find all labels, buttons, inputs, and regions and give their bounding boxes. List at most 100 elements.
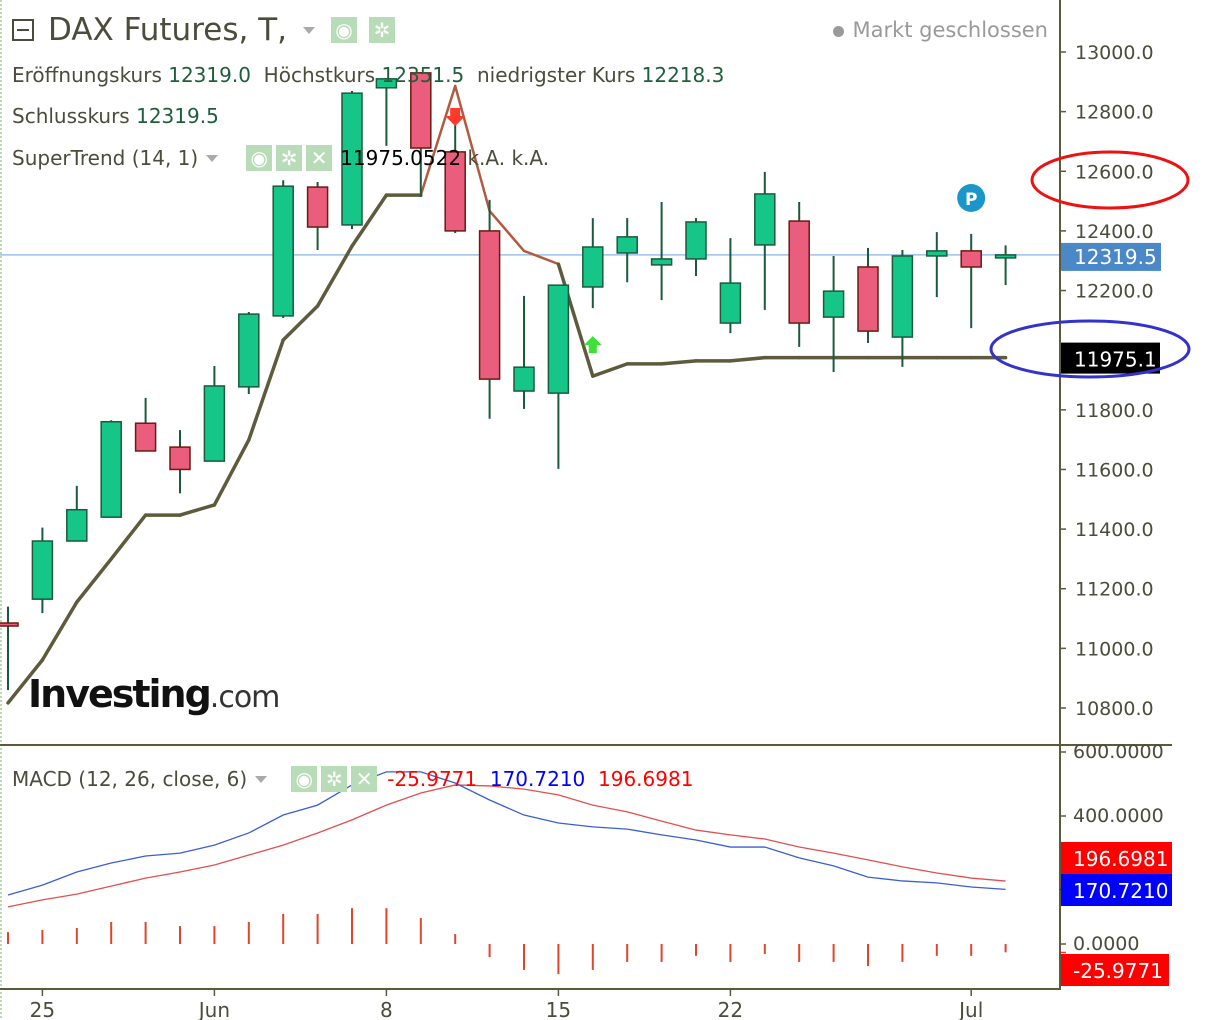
supertrend-extra-1: k.A. [467,146,506,170]
supertrend-value: 11975.0522 [340,146,462,170]
candle-body [306,186,329,228]
time-tick-label: 22 [718,998,743,1020]
macd-tick-label: 0.0000 [1073,933,1139,955]
macd-value-tag-text: -25.9771 [1073,959,1163,983]
macd-signal-line [7,784,1006,908]
close-value: 12319.5 [136,104,219,128]
supertrend-segment [728,355,767,363]
supertrend-segment [350,193,389,248]
collapse-icon[interactable] [12,19,34,41]
buy-arrow-icon [583,336,602,354]
last-price-tag [1061,242,1161,271]
close-row: Schlusskurs 12319.5 [12,104,219,128]
supertrend-segment [40,600,79,662]
time-tick-label: Jul [957,998,983,1020]
candle-body [134,422,157,452]
sell-arrow-icon [445,107,466,126]
macd-line-value: 170.7210 [489,767,586,791]
close-icon[interactable]: ✕ [306,145,333,171]
candle-body [960,250,982,268]
eye-icon[interactable]: ◉ [246,145,273,171]
supertrend-segment [212,438,251,507]
supertrend-segment [247,338,285,442]
candle-body [616,236,638,254]
candle-body [410,72,432,149]
candle-body [650,258,673,266]
supertrend-label: SuperTrend (14, 1) [12,146,199,170]
supertrend-segment [178,503,217,517]
open-value: 12319.0 [168,63,251,87]
supertrend-segment [109,513,148,561]
macd-value-tag [1061,842,1172,874]
supertrend-segment [75,557,113,604]
open-label: Eröffnungskurs [12,63,162,87]
candle-body [582,246,604,288]
price-tick-label: 11800.0 [1075,400,1154,422]
candle-body [857,266,879,332]
price-tick-label: 12200.0 [1075,281,1154,303]
red-highlight-oval [1030,150,1190,210]
chart-title: DAX Futures, T, [48,12,287,48]
price-tick-label: 11200.0 [1075,579,1154,601]
macd-tick-label: 600.0000 [1073,741,1164,763]
time-tick-label: 25 [30,998,55,1020]
macd-value-tag-text: 196.6981 [1073,847,1168,871]
price-tick-label: 11400.0 [1075,519,1154,541]
chart-left-border [0,0,2,1020]
price-tick-label: 11600.0 [1075,459,1154,481]
price-tick-label: 12400.0 [1075,221,1154,243]
candle-body [341,92,363,226]
candle-body [100,420,122,518]
last-price-tag-text: 12319.5 [1074,245,1157,269]
supertrend-segment [281,304,320,342]
candle-body [788,220,810,324]
macd-tick-label: 400.0000 [1073,805,1164,827]
supertrend-legend: SuperTrend (14, 1) ◉ ✲ ✕ 11975.0522 k.A. k… [12,145,549,171]
candle-body [272,185,294,317]
close-icon[interactable]: ✕ [351,766,378,792]
market-status-text: Markt geschlossen [852,18,1048,42]
low-value: 12218.3 [641,63,725,87]
p-marker-icon [957,184,986,212]
gear-icon[interactable]: ✲ [276,145,303,171]
candle-body [478,230,501,380]
macd-legend: MACD (12, 26, close, 6) ◉ ✲ ✕ -25.9771 170… [12,766,693,792]
candle-body [66,508,88,542]
macd-signal-value: 196.6981 [598,767,694,791]
high-value: 12351.5 [381,63,465,87]
candle-body [513,366,535,392]
supertrend-segment [419,84,457,197]
gear-icon[interactable]: ✲ [369,17,395,43]
supertrend-segment [556,262,595,378]
eye-icon[interactable]: ◉ [331,17,357,43]
eye-icon[interactable]: ◉ [291,766,318,792]
macd-value-tag [1061,954,1169,986]
candle-body [891,255,914,338]
dropdown-arrow-icon[interactable] [206,154,219,162]
gear-icon[interactable]: ✲ [321,766,348,792]
price-tick-label: 10800.0 [1075,698,1154,720]
dropdown-arrow-icon[interactable] [303,26,315,34]
time-tick-label: 15 [546,998,571,1020]
supertrend-segment [591,362,629,378]
supertrend-tag [1061,342,1160,374]
close-label: Schlusskurs [12,104,130,128]
blue-highlight-oval [989,319,1191,379]
time-tick-label: Jun [197,998,230,1020]
supertrend-segment [522,249,560,266]
price-tick-label: 12600.0 [1075,161,1154,183]
dropdown-arrow-icon[interactable] [255,775,268,783]
candle-body [375,78,398,89]
macd-line [7,771,1006,896]
candle-body [0,622,19,627]
candle-body [169,446,191,471]
candle-body [685,221,707,260]
price-tick-label: 13000.0 [1075,42,1154,64]
candle-body [31,540,54,600]
supertrend-extra-2: k.A. [511,146,550,170]
candle-body [719,282,742,324]
candle-body [444,151,466,232]
status-dot-icon [833,25,845,37]
supertrend-segment [315,244,354,308]
